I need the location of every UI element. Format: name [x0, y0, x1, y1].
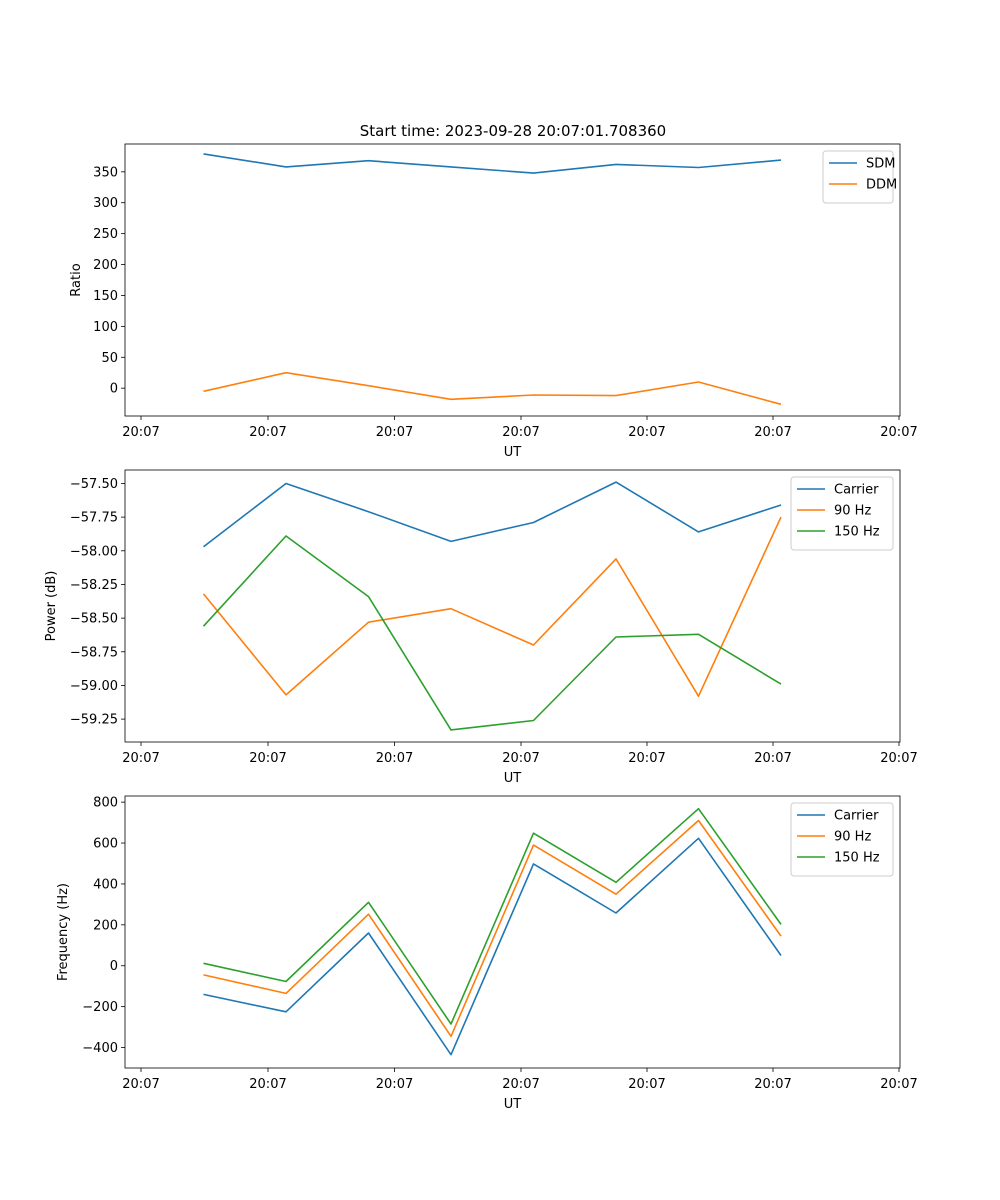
- y-tick-label: 150: [93, 289, 118, 304]
- y-tick-label: 200: [93, 918, 118, 933]
- x-tick-label: 20:07: [754, 1077, 791, 1092]
- x-tick-label: 20:07: [376, 1077, 413, 1092]
- x-tick-label: 20:07: [628, 751, 665, 766]
- series-line-150-hz: [202, 535, 782, 731]
- frequency-subplot: −400 −200 0 200 400 600 800 20:07 20:07 20:07 20:0…: [56, 795, 918, 1112]
- y-tick-label: 0: [110, 959, 118, 974]
- x-tick-label: 20:07: [122, 751, 159, 766]
- figure-title: Start time: 2023-09-28 20:07:01.708360: [360, 122, 666, 140]
- axes-frame: [124, 469, 901, 743]
- y-tick-label: 250: [93, 227, 118, 242]
- legend: SDM DDM: [822, 150, 897, 204]
- series-line-carrier: [203, 837, 782, 1056]
- x-tick-label: 20:07: [628, 425, 665, 440]
- y-tick-label: −59.00: [70, 679, 118, 694]
- x-tick-label: 20:07: [502, 425, 539, 440]
- x-tick-label: 20:07: [754, 425, 791, 440]
- legend-label: 90 Hz: [834, 830, 871, 845]
- x-axis-label: UT: [504, 445, 522, 460]
- y-tick-label: −58.25: [70, 578, 118, 593]
- y-tick-label: 600: [93, 837, 118, 852]
- x-tick-label: 20:07: [249, 751, 286, 766]
- y-axis-label: Frequency (Hz): [56, 883, 71, 981]
- y-tick-label: 0: [110, 382, 118, 397]
- x-tick-label: 20:07: [880, 751, 917, 766]
- legend-label: 150 Hz: [834, 525, 880, 540]
- x-tick-label: 20:07: [628, 1077, 665, 1092]
- axes-frame: [124, 143, 901, 417]
- x-tick-label: 20:07: [376, 425, 413, 440]
- y-tick-label: −200: [82, 1000, 118, 1015]
- series-line-carrier: [203, 481, 782, 548]
- y-tick-label: 800: [93, 796, 118, 811]
- series-line-90-hz: [202, 516, 782, 698]
- x-axis-label: UT: [504, 771, 522, 786]
- axes-frame: [124, 795, 901, 1069]
- x-tick-label: 20:07: [754, 751, 791, 766]
- series-line-ddm: [203, 371, 782, 406]
- y-tick-label: −59.25: [70, 713, 118, 728]
- y-tick-label: 100: [93, 320, 118, 335]
- y-tick-label: −57.75: [70, 511, 118, 526]
- legend: Carrier 90 Hz 150 Hz: [790, 802, 894, 877]
- x-tick-label: 20:07: [249, 425, 286, 440]
- x-tick-label: 20:07: [880, 425, 917, 440]
- x-axis-label: UT: [504, 1097, 522, 1112]
- y-tick-label: −58.50: [70, 612, 118, 627]
- series-line-90-hz: [203, 819, 782, 1038]
- legend-label: DDM: [866, 178, 897, 193]
- y-axis-label: Power (dB): [44, 571, 59, 642]
- legend-box: [822, 150, 894, 204]
- series-line-150-hz: [203, 807, 782, 1025]
- y-tick-label: 300: [93, 196, 118, 211]
- y-axis-label: Ratio: [69, 263, 84, 296]
- legend-label: SDM: [866, 157, 895, 172]
- y-tick-label: 50: [101, 351, 118, 366]
- x-tick-label: 20:07: [502, 751, 539, 766]
- series-line-sdm: [203, 153, 782, 174]
- y-tick-label: 400: [93, 877, 118, 892]
- y-tick-label: 200: [93, 258, 118, 273]
- y-tick-label: 350: [93, 165, 118, 180]
- x-tick-label: 20:07: [122, 1077, 159, 1092]
- legend-label: 90 Hz: [834, 504, 871, 519]
- power-subplot: −59.25 −59.00 −58.75 −58.50 −58.25 −58.00 −57.…: [44, 469, 918, 786]
- x-tick-label: 20:07: [376, 751, 413, 766]
- ratio-subplot: 0 50 100 150 200 250 300 350 20:07 20:07 20:07 20:0…: [69, 143, 918, 460]
- x-tick-label: 20:07: [122, 425, 159, 440]
- y-tick-label: −58.00: [70, 544, 118, 559]
- legend-label: 150 Hz: [834, 851, 880, 866]
- legend-label: Carrier: [834, 809, 879, 824]
- y-tick-label: −57.50: [70, 477, 118, 492]
- x-tick-label: 20:07: [502, 1077, 539, 1092]
- x-tick-label: 20:07: [249, 1077, 286, 1092]
- y-tick-label: −58.75: [70, 645, 118, 660]
- x-tick-label: 20:07: [880, 1077, 917, 1092]
- y-tick-label: −400: [82, 1041, 118, 1056]
- legend: Carrier 90 Hz 150 Hz: [790, 476, 894, 551]
- legend-label: Carrier: [834, 483, 879, 498]
